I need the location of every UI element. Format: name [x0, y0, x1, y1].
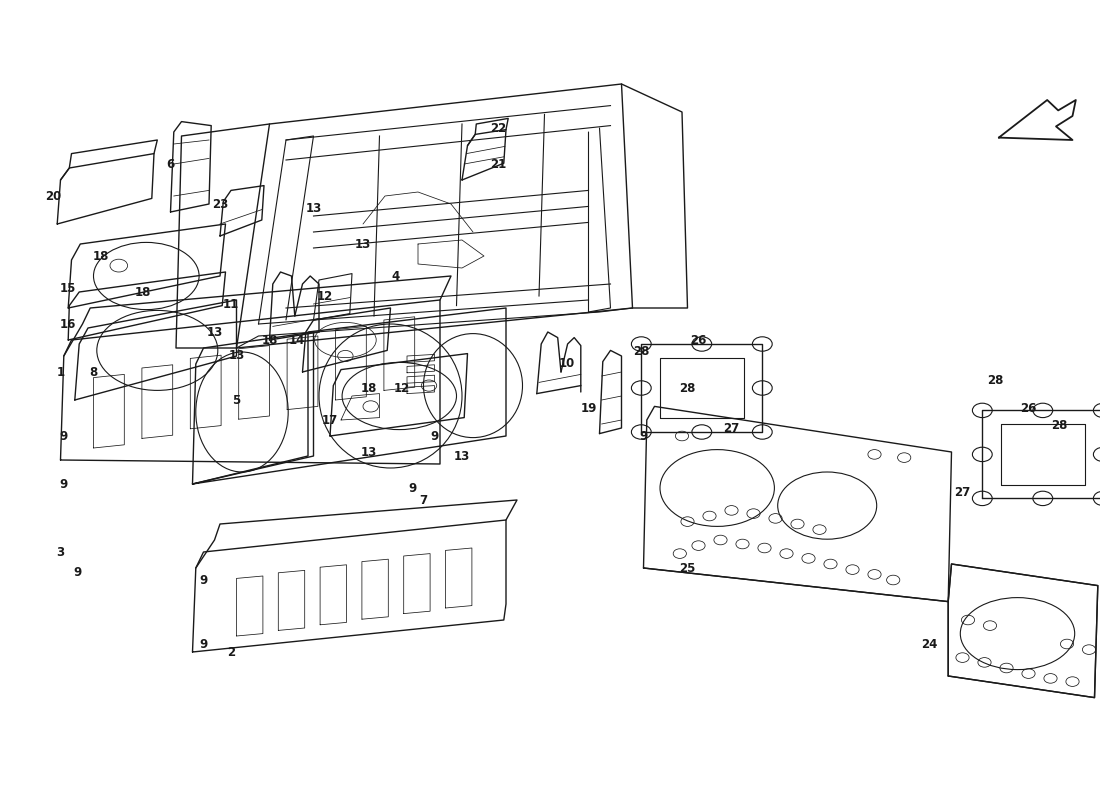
- Text: 11: 11: [223, 298, 239, 310]
- Text: 9: 9: [73, 566, 81, 578]
- Text: 3: 3: [56, 546, 65, 558]
- Text: 13: 13: [355, 238, 371, 250]
- Text: 28: 28: [680, 382, 695, 394]
- Text: 20: 20: [45, 190, 60, 202]
- Text: 9: 9: [430, 430, 439, 442]
- Text: 9: 9: [639, 430, 648, 442]
- Text: 17: 17: [322, 414, 338, 426]
- Text: 10: 10: [559, 358, 574, 370]
- Text: 12: 12: [394, 382, 409, 394]
- Text: 26: 26: [1021, 402, 1036, 414]
- Text: 13: 13: [229, 350, 244, 362]
- Text: 9: 9: [59, 478, 68, 490]
- Text: 23: 23: [212, 198, 228, 210]
- Text: 18: 18: [94, 250, 109, 262]
- Text: 28: 28: [634, 346, 649, 358]
- Text: 9: 9: [199, 638, 208, 650]
- Text: 5: 5: [232, 394, 241, 406]
- Text: 7: 7: [419, 494, 428, 506]
- Text: 27: 27: [724, 422, 739, 434]
- Text: 25: 25: [680, 562, 695, 574]
- Text: 21: 21: [491, 158, 506, 170]
- Text: 13: 13: [361, 446, 376, 458]
- Text: 9: 9: [408, 482, 417, 494]
- Text: 28: 28: [1052, 419, 1067, 432]
- Text: 18: 18: [361, 382, 376, 394]
- Text: 18: 18: [262, 334, 277, 346]
- Text: 1: 1: [56, 366, 65, 378]
- Text: 9: 9: [199, 574, 208, 586]
- Text: 16: 16: [60, 318, 76, 330]
- Text: 9: 9: [59, 430, 68, 442]
- Text: 24: 24: [922, 638, 937, 650]
- Text: 12: 12: [317, 290, 332, 302]
- Text: 28: 28: [988, 374, 1003, 386]
- Text: 8: 8: [89, 366, 98, 378]
- Text: 26: 26: [691, 334, 706, 346]
- Text: 13: 13: [306, 202, 321, 214]
- Text: 6: 6: [166, 158, 175, 170]
- Text: 18: 18: [135, 286, 151, 298]
- Text: 4: 4: [392, 270, 400, 282]
- Text: 15: 15: [60, 282, 76, 294]
- Text: 13: 13: [207, 326, 222, 338]
- Text: 19: 19: [581, 402, 596, 414]
- Text: 22: 22: [491, 122, 506, 134]
- Text: 27: 27: [955, 486, 970, 498]
- Text: 13: 13: [454, 450, 470, 462]
- Text: 2: 2: [227, 646, 235, 658]
- Text: 14: 14: [289, 334, 305, 346]
